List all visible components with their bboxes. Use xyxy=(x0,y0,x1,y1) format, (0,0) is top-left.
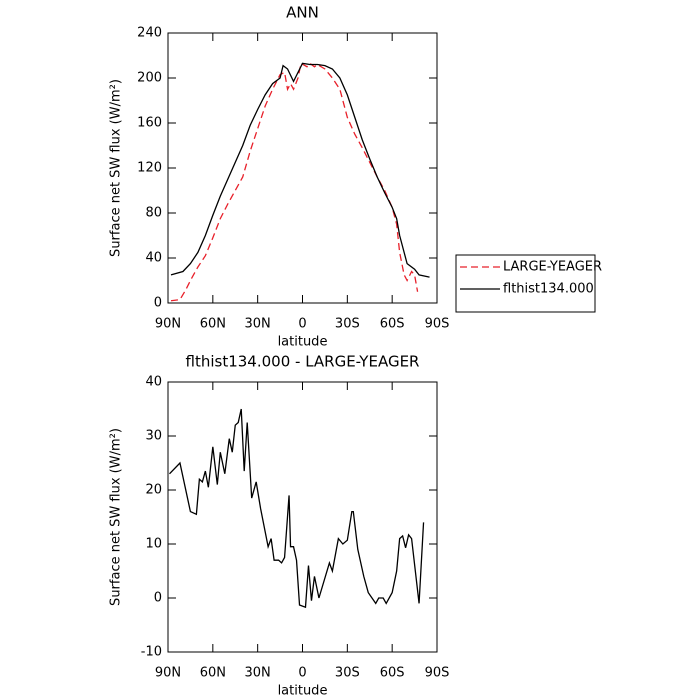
y-tick-label: 160 xyxy=(137,116,162,131)
y-tick-label: 240 xyxy=(137,26,162,41)
x-tick-label: 0 xyxy=(298,666,306,681)
x-tick-label: 30S xyxy=(335,317,360,332)
plot-frame xyxy=(167,32,438,304)
line xyxy=(170,62,419,302)
line xyxy=(169,408,425,609)
x-tick-label: 60S xyxy=(380,317,405,332)
x-tick-label: 30S xyxy=(335,666,360,681)
x-axis-label: latitude xyxy=(278,684,328,699)
legend-label: LARGE-YEAGER xyxy=(503,260,602,275)
x-tick-label: 60S xyxy=(380,666,405,681)
y-axis-label: Surface net SW flux (W/m²) xyxy=(109,428,124,606)
y-tick-label: 20 xyxy=(145,483,162,498)
chart-title: ANN xyxy=(286,4,319,22)
x-tick-label: 30N xyxy=(245,317,271,332)
y-tick-label: 30 xyxy=(145,429,162,444)
y-tick-label: 40 xyxy=(145,375,162,390)
y-tick-label: 200 xyxy=(137,71,162,86)
y-tick-label: 80 xyxy=(145,206,162,221)
x-axis-label: latitude xyxy=(278,335,328,350)
y-tick-label: 10 xyxy=(145,537,162,552)
chart-title: flthist134.000 - LARGE-YEAGER xyxy=(186,353,420,371)
legend-box xyxy=(455,254,596,313)
x-tick-label: 60N xyxy=(200,666,226,681)
y-tick-label: 0 xyxy=(154,296,162,311)
x-tick-label: 30N xyxy=(245,666,271,681)
x-tick-label: 60N xyxy=(200,317,226,332)
x-tick-label: 90N xyxy=(155,317,181,332)
legend-label: flthist134.000 xyxy=(503,282,594,297)
plot-frame xyxy=(167,381,438,653)
x-tick-label: 90S xyxy=(425,666,450,681)
y-tick-label: 0 xyxy=(154,591,162,606)
x-tick-label: 0 xyxy=(298,317,306,332)
y-axis-label: Surface net SW flux (W/m²) xyxy=(109,79,124,257)
x-tick-label: 90S xyxy=(425,317,450,332)
line xyxy=(170,62,430,278)
y-tick-label: 120 xyxy=(137,161,162,176)
y-tick-label: -10 xyxy=(141,645,162,660)
x-tick-label: 90N xyxy=(155,666,181,681)
y-tick-label: 40 xyxy=(145,251,162,266)
